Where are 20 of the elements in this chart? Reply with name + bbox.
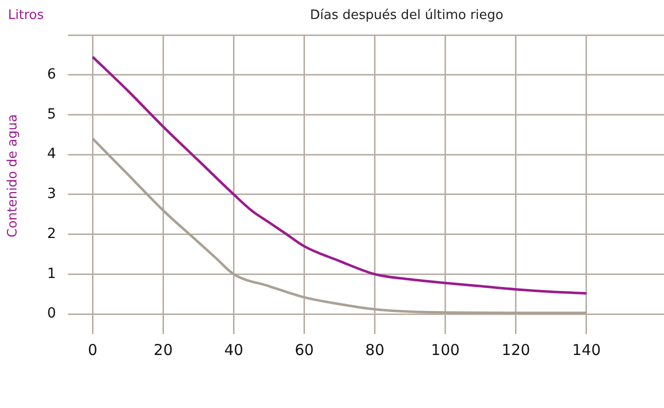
x-tick-label: 140 [572,340,601,359]
y-tick-label: 5 [47,106,56,122]
x-tick-label: 120 [502,340,530,359]
x-tick-label: 60 [294,340,314,359]
x-tick-label: 0 [88,340,98,359]
y-tick-label: 1 [47,266,56,282]
y-axis-title: Contenido de agua [6,114,20,238]
line-series [91,137,588,314]
y-tick-label: 2 [47,226,56,242]
text: Litros [8,8,44,23]
x-tick-label: 40 [224,340,244,359]
line-series [91,56,588,295]
x-tick-label: 100 [431,340,460,359]
y-tick-label: 6 [47,66,56,83]
y-tick-label: 3 [47,186,56,202]
x-tick-label: 80 [365,340,384,359]
y-tick-label: 0 [47,306,56,322]
y-tick-label: 4 [47,146,56,162]
x-tick-label: 20 [154,340,173,359]
x-axis-title: Días después del último riego [310,8,504,23]
